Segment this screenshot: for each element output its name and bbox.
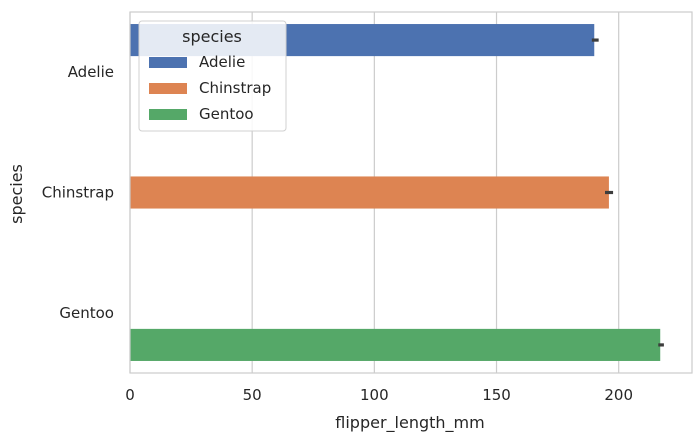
y-tick-label: Gentoo bbox=[59, 304, 114, 322]
legend-swatch-chinstrap bbox=[149, 83, 187, 94]
x-tick-label: 100 bbox=[360, 386, 389, 404]
plot-frame bbox=[129, 11, 693, 374]
legend-box bbox=[138, 20, 287, 132]
y-axis-label: species bbox=[7, 164, 26, 224]
x-tick-label: 50 bbox=[243, 386, 262, 404]
x-tick-label: 200 bbox=[604, 386, 633, 404]
legend-entries: Adelie Chinstrap Gentoo bbox=[149, 53, 271, 123]
legend-title: species bbox=[182, 27, 242, 46]
legend: species Adelie Chinstrap Gentoo bbox=[138, 20, 287, 132]
bar-gentoo bbox=[130, 328, 661, 361]
legend-label-adelie: Adelie bbox=[199, 53, 245, 71]
x-axis-label: flipper_length_mm bbox=[335, 413, 484, 433]
y-tick-label: Adelie bbox=[68, 63, 114, 81]
bar-chinstrap bbox=[130, 176, 609, 209]
x-tick-label: 150 bbox=[482, 386, 511, 404]
y-tick-labels: Adelie Chinstrap Gentoo bbox=[42, 63, 114, 322]
legend-label-gentoo: Gentoo bbox=[199, 105, 254, 123]
legend-label-chinstrap: Chinstrap bbox=[199, 79, 271, 97]
error-bars bbox=[591, 38, 664, 347]
x-tick-label: 0 bbox=[125, 386, 135, 404]
y-tick-label: Chinstrap bbox=[42, 184, 114, 202]
legend-swatch-gentoo bbox=[149, 109, 187, 120]
legend-swatch-adelie bbox=[149, 57, 187, 68]
x-tick-labels: 0 50 100 150 200 bbox=[125, 386, 633, 404]
